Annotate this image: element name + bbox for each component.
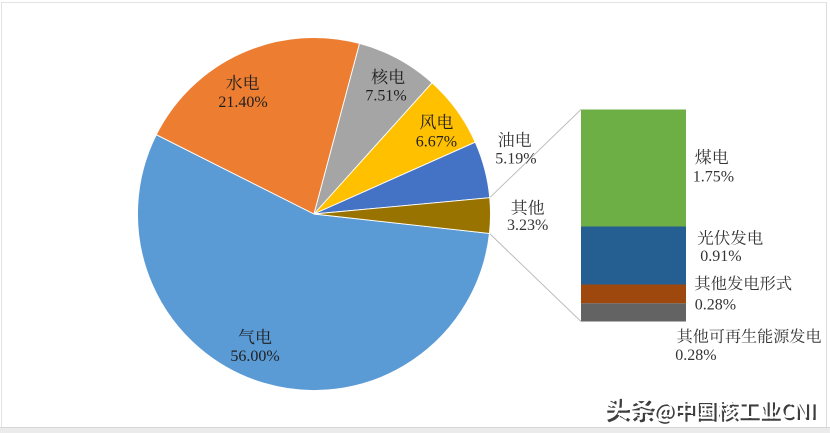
- svg-text:56.00%: 56.00%: [230, 348, 279, 365]
- svg-text:0.28%: 0.28%: [675, 347, 716, 364]
- svg-text:3.23%: 3.23%: [507, 217, 548, 234]
- svg-text:21.40%: 21.40%: [218, 94, 267, 111]
- svg-text:7.51%: 7.51%: [365, 87, 406, 104]
- svg-text:6.67%: 6.67%: [416, 133, 457, 150]
- svg-text:0.28%: 0.28%: [695, 296, 736, 313]
- svg-text:5.19%: 5.19%: [495, 151, 536, 168]
- svg-text:0.91%: 0.91%: [700, 248, 741, 265]
- svg-text:1.75%: 1.75%: [693, 169, 734, 186]
